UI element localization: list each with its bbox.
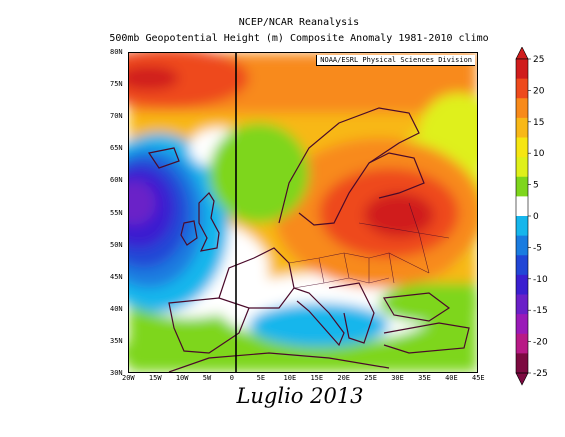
- colorbar-tick-label: 5: [533, 181, 539, 191]
- colorbar-swatch: [516, 157, 528, 178]
- lon-tick-label: 35E: [418, 374, 431, 382]
- colorbar-tick-label: 25: [533, 55, 544, 65]
- lat-tick-label: 65N: [110, 144, 123, 153]
- anomaly-map: NOAA/ESRL Physical Sciences Division: [128, 52, 478, 373]
- colorbar-swatch: [516, 117, 528, 138]
- colorbar-tick-label: -25: [533, 369, 548, 379]
- lat-tick-label: 80N: [110, 48, 123, 56]
- lon-tick-label: 40E: [445, 374, 458, 382]
- lat-tick-label: 75N: [110, 80, 123, 89]
- lat-tick-label: 70N: [110, 112, 123, 121]
- colorbar-swatch: [516, 314, 528, 335]
- colorbar-swatch: [516, 98, 528, 119]
- lat-tick-label: 40N: [110, 304, 123, 313]
- colorbar-swatch: [516, 196, 528, 217]
- lon-tick-label: 0: [229, 374, 234, 382]
- colorbar-tick-label: 10: [533, 149, 545, 159]
- colorbar-swatch: [516, 235, 528, 256]
- map-svg: [129, 53, 477, 372]
- colorbar-swatch: [516, 255, 528, 276]
- lon-tick-label: 25E: [364, 374, 377, 382]
- lat-tick-label: 55N: [110, 208, 123, 217]
- lon-tick-label: 20W: [122, 374, 135, 382]
- colorbar-swatch: [516, 353, 528, 374]
- colorbar-tick-label: 20: [533, 86, 545, 96]
- lon-tick-label: 15E: [310, 374, 324, 382]
- caption: Luglio 2013: [236, 384, 364, 408]
- country-borders: [288, 202, 450, 289]
- chart-title: NCEP/NCAR Reanalysis: [238, 17, 360, 28]
- colorbar-tick-label: 15: [533, 118, 544, 128]
- colorbar-tick-label: 0: [533, 212, 539, 222]
- colorbar-swatch: [516, 274, 528, 295]
- colorbar-tick-label: -20: [533, 338, 548, 348]
- lat-tick-label: 50N: [110, 240, 123, 249]
- colorbar-tick-label: -5: [533, 243, 542, 253]
- lat-tick-label: 45N: [110, 272, 123, 281]
- lon-tick-label: 15W: [148, 374, 162, 382]
- lon-tick-label: 20E: [337, 374, 351, 382]
- anomaly-field: [129, 53, 477, 372]
- colorbar-swatch: [516, 137, 528, 158]
- colorbar-swatch: [516, 78, 528, 99]
- colorbar-tick-label: -10: [533, 275, 548, 285]
- data-source-credit: NOAA/ESRL Physical Sciences Division: [316, 55, 475, 66]
- lat-tick-label: 60N: [110, 176, 123, 185]
- colorbar-swatch: [516, 59, 528, 80]
- colorbar-tick-label: -15: [533, 306, 548, 316]
- lat-tick-label: 35N: [110, 336, 123, 345]
- lon-tick-label: 10E: [283, 374, 297, 382]
- lon-tick-label: 5E: [256, 374, 266, 382]
- colorbar-swatch: [516, 176, 528, 197]
- lon-tick-label: 10W: [175, 374, 189, 382]
- colorbar-swatch: [516, 333, 528, 354]
- colorbar-swatch: [516, 216, 528, 237]
- colorbar: 25 20 15 10 5 0 -5 -10 -15 -20 -25: [515, 47, 548, 386]
- colorbar-swatch: [516, 294, 528, 315]
- lon-tick-label: 5W: [202, 374, 212, 382]
- coastlines: [148, 107, 470, 372]
- lon-tick-label: 45E: [472, 374, 485, 382]
- chart-subtitle: 500mb Geopotential Height (m) Composite …: [109, 33, 489, 44]
- lon-tick-label: 30E: [391, 374, 404, 382]
- colorbar-max-triangle: [515, 47, 529, 60]
- lat-tick-label: 30N: [110, 369, 123, 377]
